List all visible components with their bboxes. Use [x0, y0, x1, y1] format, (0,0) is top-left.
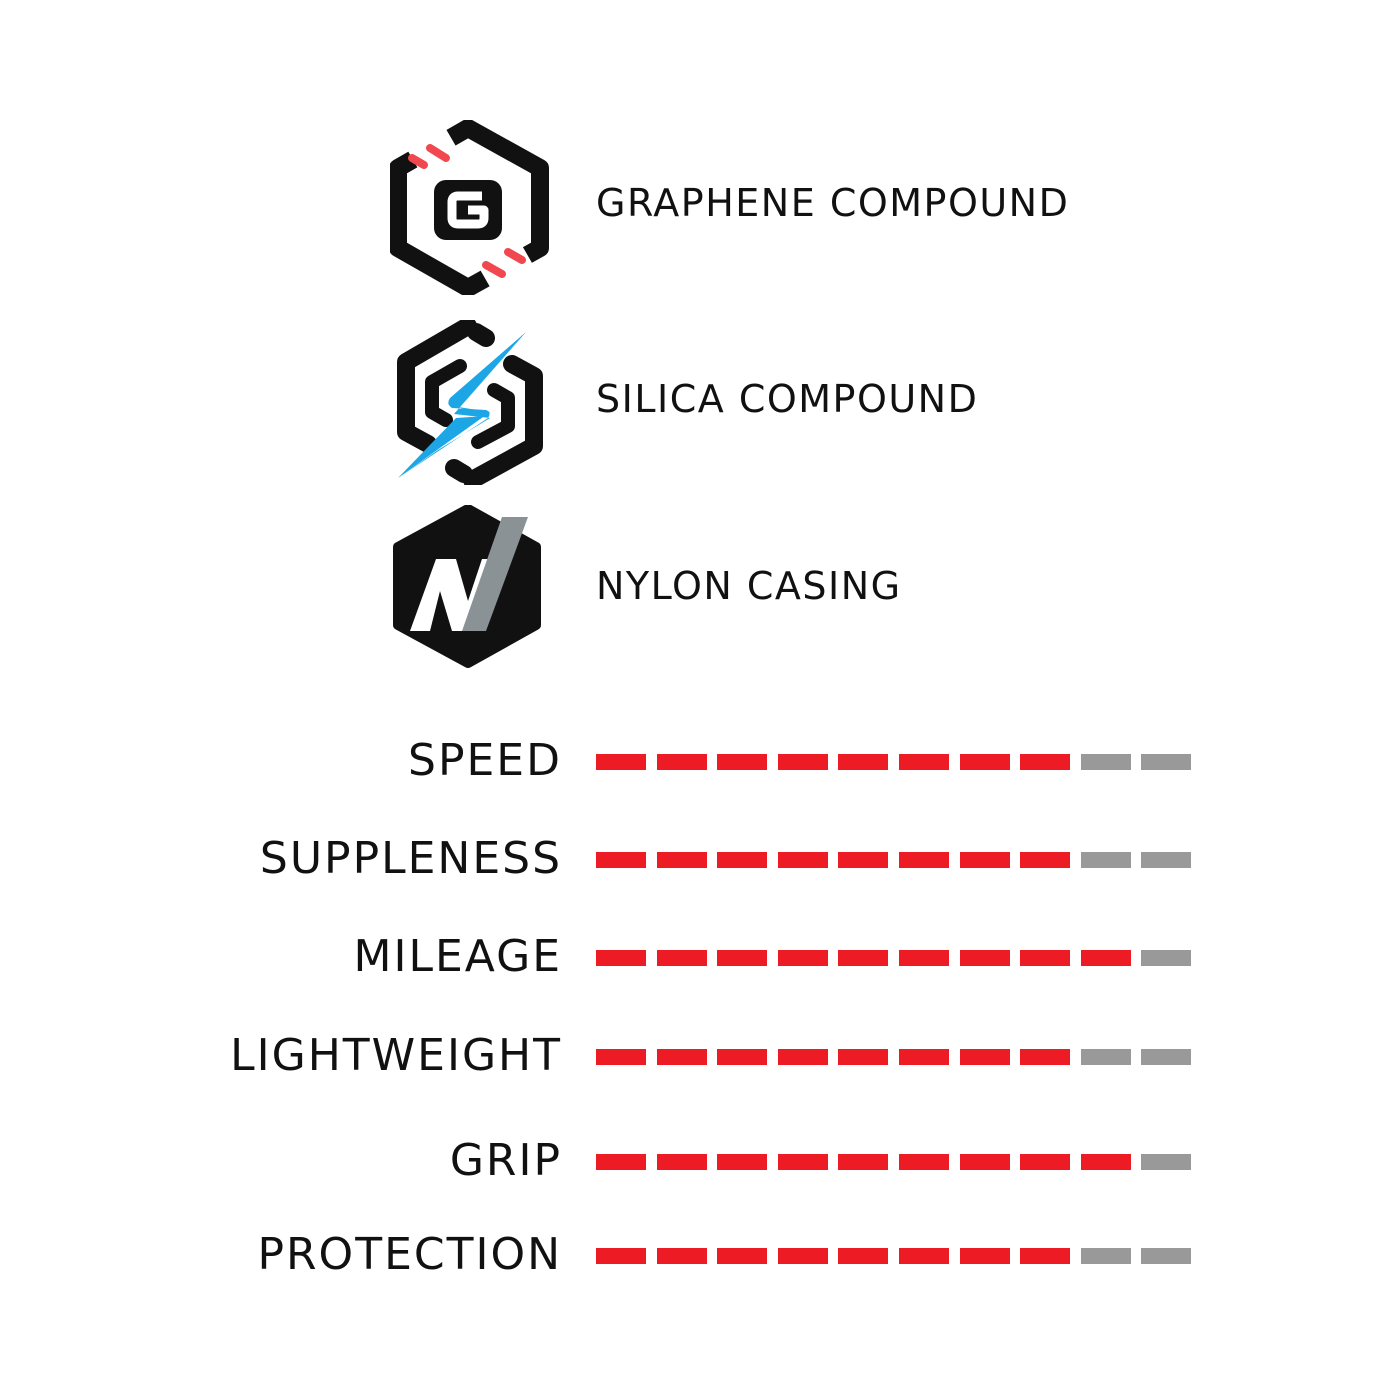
rating-segment-filled [1020, 950, 1071, 966]
nylon-hex-n-icon [393, 505, 541, 668]
rating-segment-empty [1141, 852, 1192, 868]
rating-row-suppleness: SUPPLENESS [0, 829, 1400, 889]
rating-row-mileage: MILEAGE [0, 927, 1400, 987]
rating-bar [596, 852, 1196, 868]
rating-segment-filled [717, 1248, 768, 1264]
rating-segment-empty [1141, 1154, 1192, 1170]
rating-segment-filled [959, 950, 1010, 966]
rating-segment-filled [1080, 950, 1131, 966]
rating-bar [596, 754, 1196, 770]
rating-segment-filled [899, 1154, 949, 1170]
rating-segment-filled [596, 1049, 646, 1065]
rating-segment-empty [1141, 1248, 1192, 1264]
rating-label: LIGHTWEIGHT [230, 1030, 562, 1081]
rating-label: SUPPLENESS [259, 833, 562, 884]
rating-segment-filled [899, 1248, 949, 1264]
rating-segment-filled [777, 950, 828, 966]
rating-bar [596, 1049, 1196, 1065]
rating-segment-filled [1080, 1154, 1131, 1170]
rating-segment-filled [899, 950, 949, 966]
rating-segment-filled [717, 950, 768, 966]
rating-segment-empty [1080, 1248, 1131, 1264]
rating-label: PROTECTION [257, 1229, 562, 1280]
rating-segment-filled [838, 950, 889, 966]
feature-silica: SILICA COMPOUND [390, 320, 1190, 500]
rating-segment-filled [596, 754, 646, 770]
rating-segment-filled [777, 1248, 828, 1264]
rating-segment-filled [656, 950, 707, 966]
rating-segment-filled [656, 852, 707, 868]
rating-segment-filled [656, 1049, 707, 1065]
rating-segment-empty [1141, 754, 1192, 770]
rating-row-grip: GRIP [0, 1131, 1400, 1191]
rating-segment-filled [777, 852, 828, 868]
rating-row-protection: PROTECTION [0, 1225, 1400, 1285]
rating-segment-filled [777, 1049, 828, 1065]
rating-segment-filled [959, 1248, 1010, 1264]
rating-label: GRIP [449, 1135, 562, 1186]
rating-segment-filled [838, 1049, 889, 1065]
rating-segment-filled [656, 754, 707, 770]
rating-segment-filled [1020, 1248, 1071, 1264]
feature-label-nylon: NYLON CASING [596, 564, 902, 608]
rating-segment-filled [959, 754, 1010, 770]
rating-segment-filled [959, 1049, 1010, 1065]
rating-segment-empty [1080, 1049, 1131, 1065]
rating-segment-empty [1141, 1049, 1192, 1065]
rating-segment-filled [596, 950, 646, 966]
rating-segment-filled [777, 1154, 828, 1170]
rating-row-speed: SPEED [0, 731, 1400, 791]
rating-segment-filled [717, 852, 768, 868]
rating-segment-empty [1141, 950, 1192, 966]
rating-segment-filled [596, 1154, 646, 1170]
rating-segment-filled [1020, 1049, 1071, 1065]
feature-graphene: GRAPHENE COMPOUND [390, 120, 1190, 300]
rating-bar [596, 1248, 1196, 1264]
rating-label: SPEED [408, 735, 562, 786]
rating-segment-filled [1020, 754, 1071, 770]
rating-segment-filled [899, 1049, 949, 1065]
rating-segment-filled [596, 852, 646, 868]
feature-label-graphene: GRAPHENE COMPOUND [596, 181, 1070, 225]
rating-segment-filled [1020, 1154, 1071, 1170]
rating-segment-filled [838, 754, 889, 770]
rating-segment-filled [838, 1248, 889, 1264]
rating-segment-empty [1080, 852, 1131, 868]
rating-segment-filled [717, 754, 768, 770]
feature-nylon: NYLON CASING [390, 505, 1190, 685]
rating-segment-filled [1020, 852, 1071, 868]
rating-segment-filled [717, 1049, 768, 1065]
rating-segment-filled [959, 1154, 1010, 1170]
rating-bar [596, 950, 1196, 966]
rating-segment-filled [838, 852, 889, 868]
rating-segment-filled [596, 1248, 646, 1264]
silica-lightning-icon [397, 320, 543, 485]
feature-label-silica: SILICA COMPOUND [596, 377, 979, 421]
rating-segment-filled [656, 1248, 707, 1264]
rating-label: MILEAGE [353, 931, 562, 982]
rating-row-lightweight: LIGHTWEIGHT [0, 1026, 1400, 1086]
rating-segment-filled [717, 1154, 768, 1170]
rating-bar [596, 1154, 1196, 1170]
rating-segment-filled [899, 852, 949, 868]
rating-segment-filled [899, 754, 949, 770]
rating-segment-filled [656, 1154, 707, 1170]
rating-segment-filled [777, 754, 828, 770]
rating-segment-filled [959, 852, 1010, 868]
rating-segment-empty [1080, 754, 1131, 770]
graphene-hex-g-icon [390, 120, 549, 295]
rating-segment-filled [838, 1154, 889, 1170]
